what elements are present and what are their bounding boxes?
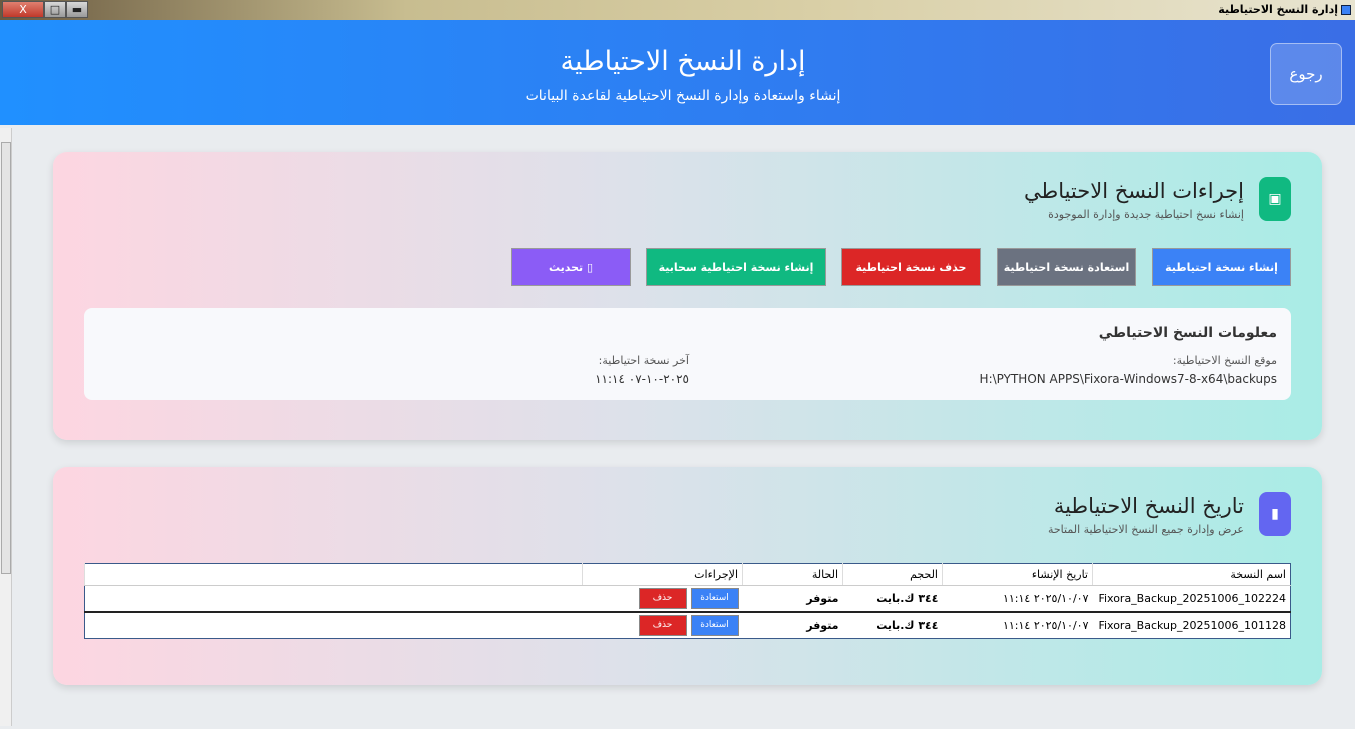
- column-header: الإجراءات: [582, 563, 743, 586]
- backup-size: ٣٤٤ ك.بايت: [842, 585, 943, 613]
- vertical-scrollbar[interactable]: [0, 128, 12, 726]
- save-icon: ▣: [1259, 177, 1291, 221]
- minimize-button[interactable]: ▬: [66, 1, 88, 18]
- row-actions: استعادةحذف: [583, 612, 743, 639]
- location-value: H:\PYTHON APPS\Fixora-Windows7-8-x64\bac…: [979, 372, 1277, 386]
- restore-row-button[interactable]: استعادة: [690, 615, 739, 636]
- column-header: اسم النسخة: [1092, 563, 1291, 586]
- window-title: إدارة النسخ الاحتياطية: [1218, 3, 1351, 16]
- window-titlebar: X □ ▬ إدارة النسخ الاحتياطية: [0, 0, 1355, 20]
- last-backup-label: آخر نسخة احتياطية:: [598, 354, 689, 367]
- info-title: معلومات النسخ الاحتياطي: [1098, 325, 1277, 341]
- table-row[interactable]: Fixora_Backup_20251006_101128 ٢٠٢٥/١٠/٠٧…: [85, 612, 1291, 639]
- backup-date: ٢٠٢٥/١٠/٠٧ ١١:١٤: [1002, 619, 1089, 632]
- card-title: تاريخ النسخ الاحتياطية: [1053, 494, 1244, 518]
- restore-backup-button[interactable]: استعادة نسخة احتياطية: [997, 248, 1136, 286]
- backup-actions-card: ▣ إجراءات النسخ الاحتياطي إنشاء نسخ احتي…: [53, 152, 1322, 440]
- table-row[interactable]: Fixora_Backup_20251006_102224 ٢٠٢٥/١٠/٠٧…: [84, 585, 1291, 613]
- backup-info-panel: معلومات النسخ الاحتياطي موقع النسخ الاحت…: [84, 308, 1291, 400]
- column-header: الحجم: [842, 563, 943, 586]
- refresh-button[interactable]: ▯ تحديث: [511, 248, 631, 286]
- card-title: إجراءات النسخ الاحتياطي: [1023, 179, 1244, 203]
- backup-status: متوفر: [742, 585, 843, 613]
- empty-cell: [85, 612, 583, 639]
- delete-row-button[interactable]: حذف: [638, 588, 687, 609]
- close-button[interactable]: X: [2, 1, 44, 18]
- backup-date: ٢٠٢٥/١٠/٠٧ ١١:١٤: [942, 585, 1093, 613]
- backup-name: Fixora_Backup_20251006_101128: [1098, 619, 1286, 632]
- location-label: موقع النسخ الاحتياطية:: [1172, 354, 1277, 367]
- backup-history-card: ▮ تاريخ النسخ الاحتياطية عرض وإدارة جميع…: [53, 467, 1322, 685]
- create-cloud-backup-button[interactable]: إنشاء نسخة احتياطية سحابية: [646, 248, 826, 286]
- clipboard-icon: ▮: [1259, 492, 1291, 536]
- create-backup-button[interactable]: إنشاء نسخة احتياطية: [1152, 248, 1291, 286]
- delete-row-button[interactable]: حذف: [638, 615, 687, 636]
- last-backup-value: ٢٠٢٥-١٠-٠٧ ١١:١٤: [595, 372, 689, 386]
- scrollbar-thumb[interactable]: [1, 142, 11, 574]
- maximize-button[interactable]: □: [44, 1, 66, 18]
- card-subtitle: عرض وإدارة جميع النسخ الاحتياطية المتاحة: [1047, 523, 1244, 536]
- table-header: اسم النسخة تاريخ الإنشاء الحجم الحالة ال…: [84, 563, 1291, 586]
- column-header: الحالة: [742, 563, 843, 586]
- column-header-empty: [84, 563, 583, 586]
- backup-table: اسم النسخة تاريخ الإنشاء الحجم الحالة ال…: [84, 563, 1291, 639]
- page-subtitle: إنشاء واستعادة وإدارة النسخ الاحتياطية ل…: [525, 88, 841, 104]
- page-title: إدارة النسخ الاحتياطية: [560, 46, 806, 77]
- backup-size: ٣٤٤ ك.بايت: [876, 619, 939, 632]
- delete-backup-button[interactable]: حذف نسخة احتياطية: [841, 248, 981, 286]
- window-title-text: إدارة النسخ الاحتياطية: [1218, 3, 1338, 16]
- page-header: إدارة النسخ الاحتياطية إنشاء واستعادة وإ…: [0, 20, 1355, 125]
- column-header: تاريخ الإنشاء: [942, 563, 1093, 586]
- back-button[interactable]: رجوع: [1270, 43, 1342, 105]
- app-icon: [1341, 4, 1351, 15]
- restore-row-button[interactable]: استعادة: [690, 588, 739, 609]
- backup-status: متوفر: [806, 619, 839, 632]
- empty-cell: [84, 585, 583, 613]
- backup-name: Fixora_Backup_20251006_102224: [1092, 585, 1291, 613]
- card-subtitle: إنشاء نسخ احتياطية جديدة وإدارة الموجودة: [1048, 208, 1244, 221]
- row-actions: استعادةحذف: [582, 585, 743, 613]
